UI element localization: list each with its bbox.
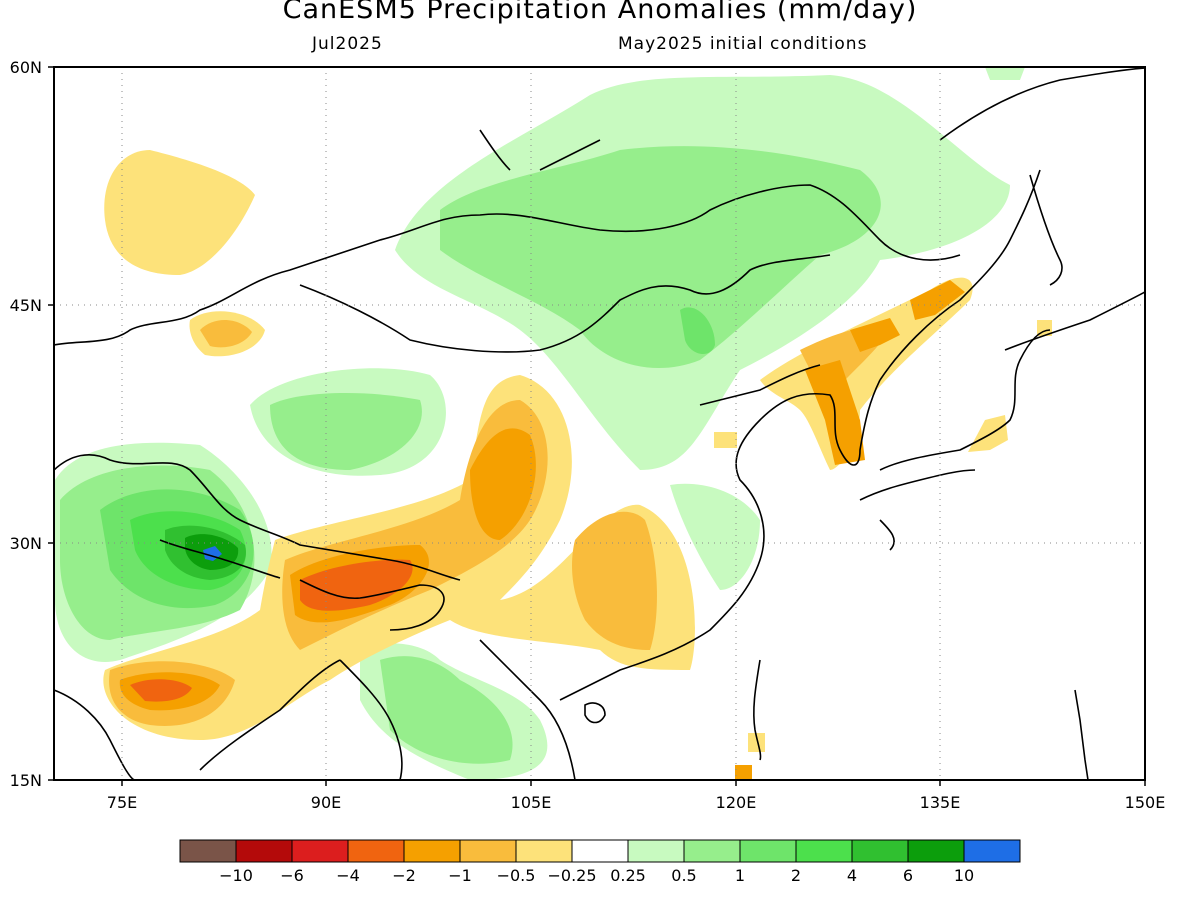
- colorbar-label: 10: [954, 866, 974, 885]
- lat-label-30n: 30N: [10, 534, 42, 553]
- colorbar-label: −1: [448, 866, 472, 885]
- axis-ticks: [48, 66, 1146, 786]
- forecast-month: Jul2025: [312, 34, 383, 54]
- plot-frame: [53, 66, 1146, 781]
- colorbar-swatch: [907, 839, 965, 863]
- colorbar: −10 −6 −4 −2 −1 −0.5 −0.25 0.25 0.5 1 2 4 6 10: [179, 839, 1021, 885]
- colorbar-swatch: [459, 839, 517, 863]
- lat-label-15n: 15N: [10, 771, 42, 790]
- grid-lines: [54, 67, 1145, 780]
- colorbar-swatch: [963, 839, 1021, 863]
- lon-label-105e: 105E: [511, 793, 552, 812]
- colorbar-swatch: [179, 839, 237, 863]
- anomaly-field: [55, 67, 1052, 780]
- colorbar-swatch: [795, 839, 853, 863]
- colorbar-swatch: [515, 839, 573, 863]
- map-title: CanESM5 Precipitation Anomalies (mm/day): [282, 0, 918, 25]
- colorbar-swatch: [683, 839, 741, 863]
- colorbar-label: 0.25: [610, 866, 646, 885]
- colorbar-swatch: [627, 839, 685, 863]
- colorbar-label: 6: [903, 866, 913, 885]
- colorbar-swatch: [347, 839, 405, 863]
- colorbar-label: 0.5: [671, 866, 696, 885]
- colorbar-label: 4: [847, 866, 857, 885]
- lon-label-90e: 90E: [311, 793, 341, 812]
- lon-label-75e: 75E: [107, 793, 137, 812]
- colorbar-label: 2: [791, 866, 801, 885]
- lon-label-120e: 120E: [716, 793, 757, 812]
- colorbar-label: −6: [280, 866, 304, 885]
- colorbar-label: 1: [735, 866, 745, 885]
- colorbar-label: −0.5: [497, 866, 536, 885]
- initial-conditions-label: May2025 initial conditions: [618, 34, 868, 54]
- colorbar-label: −0.25: [547, 866, 596, 885]
- colorbar-swatch: [571, 839, 629, 863]
- lat-label-60n: 60N: [10, 58, 42, 77]
- colorbar-label: −4: [336, 866, 360, 885]
- colorbar-swatch: [235, 839, 293, 863]
- colorbar-swatch: [739, 839, 797, 863]
- colorbar-swatch: [851, 839, 909, 863]
- colorbar-label: −10: [219, 866, 253, 885]
- coastlines-and-borders: [54, 67, 1145, 780]
- lon-label-150e: 150E: [1125, 793, 1166, 812]
- colorbar-swatch: [291, 839, 349, 863]
- colorbar-swatch: [403, 839, 461, 863]
- lat-label-45n: 45N: [10, 296, 42, 315]
- colorbar-label: −2: [392, 866, 416, 885]
- lon-label-135e: 135E: [920, 793, 961, 812]
